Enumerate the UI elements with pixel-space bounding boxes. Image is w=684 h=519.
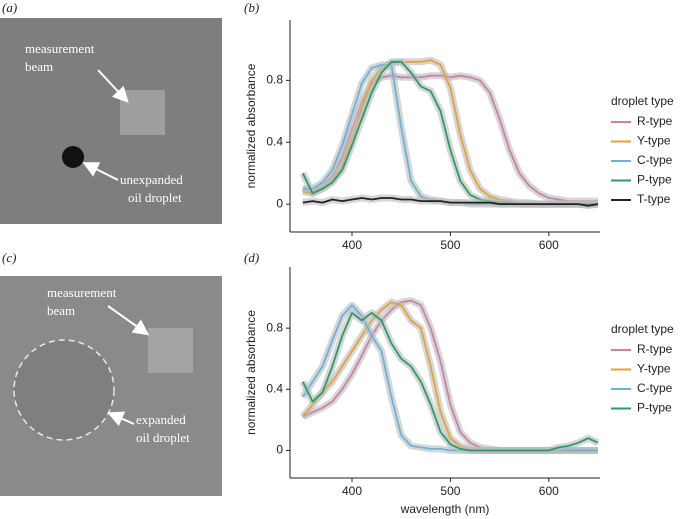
- x-tick-label: 400: [342, 484, 362, 498]
- annotation: expanded: [136, 412, 186, 427]
- legend-label: C-type: [637, 153, 673, 167]
- y-axis-label: normalized absorbance: [244, 310, 258, 435]
- y-tick-label: 0: [276, 443, 283, 457]
- micrograph: [0, 18, 222, 224]
- y-tick-label: 0.4: [266, 134, 283, 148]
- arrow: [82, 162, 119, 181]
- x-tick-label: 500: [440, 238, 460, 252]
- x-tick-label: 400: [342, 238, 362, 252]
- annotation: unexpanded: [120, 172, 183, 187]
- beam-spot: [120, 90, 165, 135]
- y-tick-label: 0.8: [266, 73, 283, 87]
- panel-label: (a): [2, 0, 17, 15]
- annotation: measurement: [25, 41, 95, 56]
- annotation: measurement: [47, 285, 117, 300]
- arrow: [107, 411, 135, 427]
- legend-title: droplet type: [611, 94, 674, 108]
- arrow: [97, 69, 129, 103]
- x-axis-label: wavelength (nm): [400, 502, 490, 516]
- legend-label: P-type: [637, 401, 672, 415]
- y-tick-label: 0.4: [266, 381, 283, 395]
- series-line: [301, 312, 599, 452]
- annotation: oil droplet: [136, 430, 190, 445]
- x-tick-label: 600: [539, 238, 559, 252]
- x-tick-label: 500: [440, 484, 460, 498]
- droplet: [13, 339, 115, 441]
- x-tick-label: 600: [539, 484, 559, 498]
- legend-label: P-type: [637, 173, 672, 187]
- annotation: oil droplet: [128, 190, 182, 205]
- series-line: [302, 197, 599, 207]
- beam-spot: [148, 328, 193, 373]
- y-axis-label: normalized absorbance: [244, 63, 258, 188]
- y-tick-label: 0.8: [266, 320, 283, 334]
- droplet: [62, 146, 84, 168]
- y-tick-label: 0: [276, 196, 283, 210]
- legend-title: droplet type: [611, 322, 674, 336]
- annotation: beam: [25, 59, 53, 74]
- annotation: beam: [47, 303, 75, 318]
- legend-label: C-type: [637, 381, 673, 395]
- legend-label: Y-type: [637, 134, 671, 148]
- arrow: [107, 305, 150, 336]
- legend-label: T-type: [637, 192, 671, 206]
- panel-label: (c): [2, 250, 16, 265]
- legend-label: R-type: [637, 342, 673, 356]
- panel-label: (d): [244, 250, 259, 265]
- panel-label: (b): [244, 0, 259, 15]
- legend-label: Y-type: [637, 362, 671, 376]
- legend-label: R-type: [637, 114, 673, 128]
